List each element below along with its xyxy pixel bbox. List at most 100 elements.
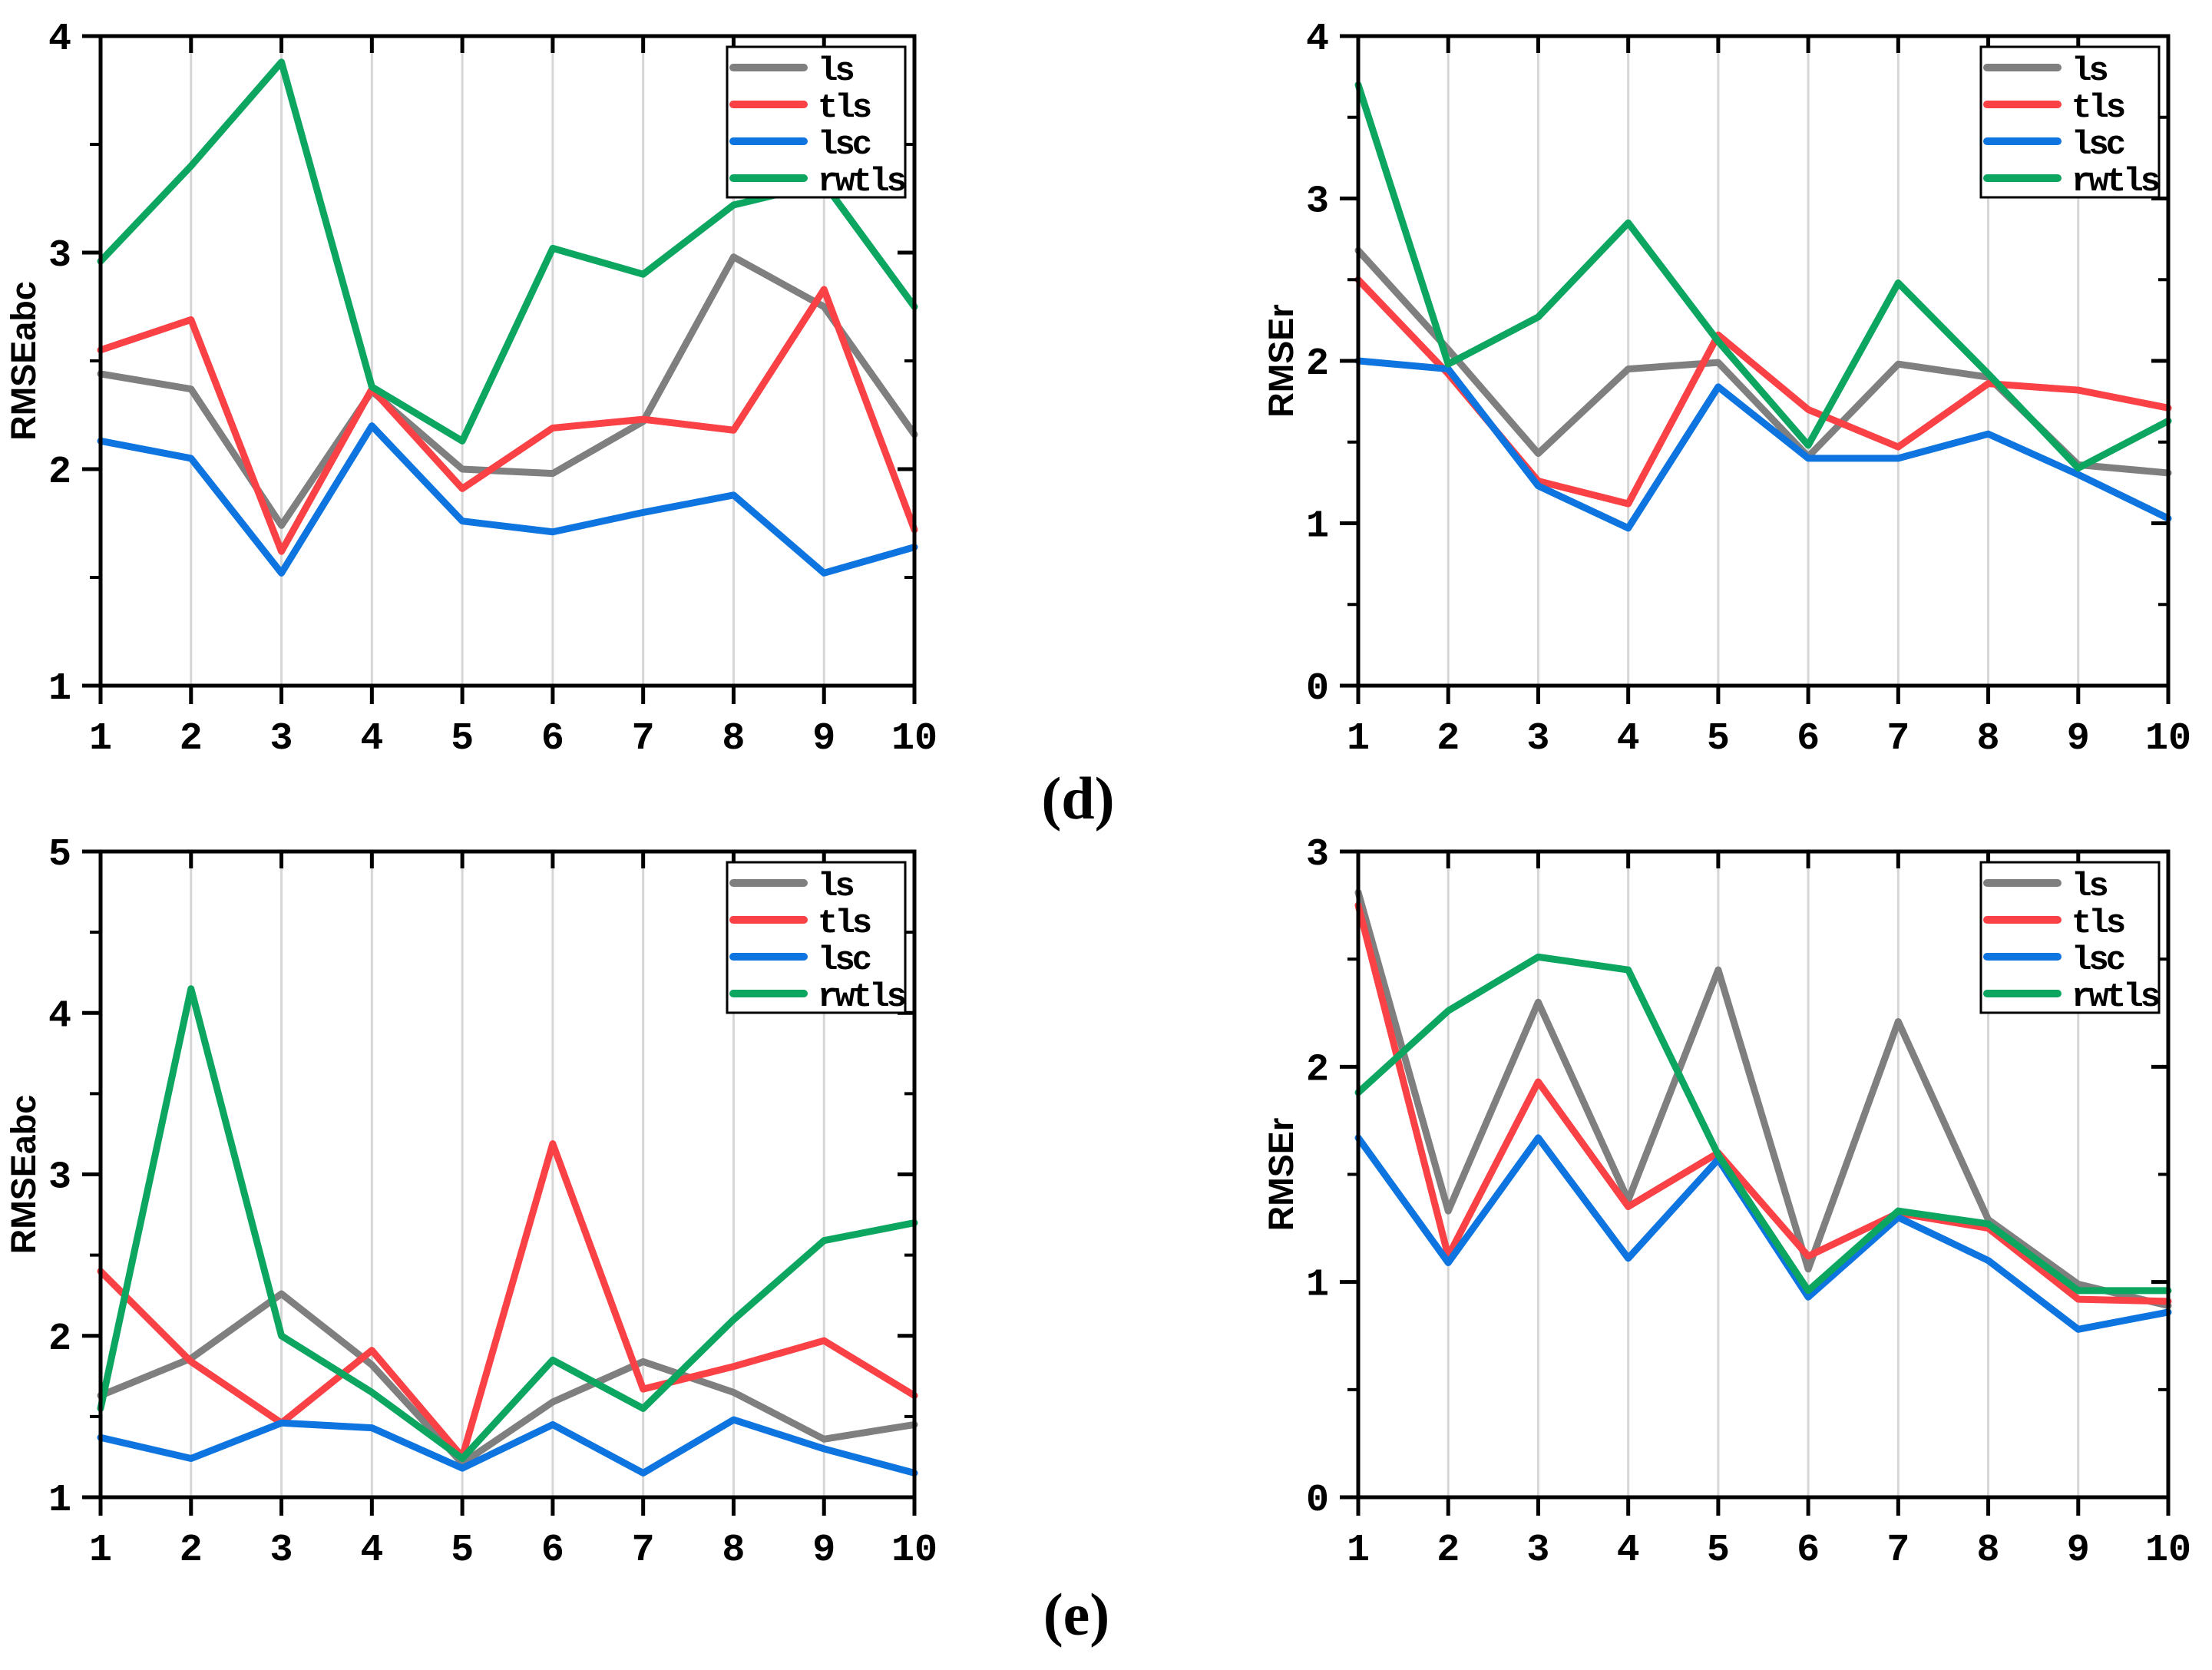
x-tick-label: 4 — [1617, 1529, 1640, 1572]
y-tick-label: 0 — [1306, 667, 1329, 711]
legend-label-ls: ls — [2071, 52, 2107, 91]
legend-box — [1979, 861, 2161, 1014]
x-tick-label: 8 — [1977, 1529, 2000, 1572]
series-line-lsc — [97, 1416, 918, 1477]
x-tick-label: 2 — [180, 1529, 203, 1572]
x-tick-label: 2 — [180, 717, 203, 761]
x-tick-label: 5 — [451, 717, 474, 761]
legend-item-tls: tls — [1983, 904, 2128, 943]
y-axis-title-e-left: RMSEabc — [4, 1095, 43, 1255]
legend-item-rwtls: rwtls — [729, 163, 908, 201]
x-tick-label: 2 — [1437, 1529, 1460, 1572]
x-tick-label: 10 — [2145, 717, 2191, 761]
x-tick-label: 4 — [360, 717, 383, 761]
series-line-rwtls — [97, 985, 918, 1463]
y-tick-label: 5 — [48, 833, 71, 877]
legend-item-lsc: lsc — [1983, 126, 2128, 164]
y-tick-label: 2 — [48, 1318, 71, 1361]
series-line-ls — [97, 1290, 918, 1467]
x-tick-label: 4 — [360, 1529, 383, 1572]
legend-label-tls: tls — [2071, 904, 2124, 943]
legend-label-ls: ls — [818, 52, 853, 91]
legend-box — [1979, 45, 2161, 199]
legend-label-rwtls: rwtls — [818, 163, 905, 201]
x-tick-label: 8 — [722, 717, 745, 761]
legend-label-ls: ls — [2071, 868, 2107, 906]
legend-item-lsc: lsc — [729, 941, 874, 980]
legend-label-lsc: lsc — [818, 941, 871, 980]
x-tick-label: 3 — [270, 1529, 293, 1572]
legend-label-rwtls: rwtls — [2071, 978, 2159, 1017]
series-line-tls — [1354, 901, 2172, 1305]
series-line-ls — [1354, 888, 2172, 1310]
legend-label-tls: tls — [2071, 89, 2124, 127]
y-tick-label: 0 — [1306, 1479, 1329, 1523]
x-tick-label: 5 — [1707, 717, 1730, 761]
series-line-tls — [97, 1140, 918, 1460]
y-tick-label: 4 — [48, 18, 71, 61]
x-tick-label: 5 — [1707, 1529, 1730, 1572]
y-tick-label: 1 — [48, 667, 71, 711]
series-line-ls — [97, 253, 918, 529]
legend-item-ls: ls — [1983, 52, 2110, 91]
x-tick-label: 6 — [541, 717, 564, 761]
x-tick-label: 1 — [89, 1529, 112, 1572]
legend-item-tls: tls — [729, 904, 874, 943]
x-tick-label: 10 — [2145, 1529, 2191, 1572]
legend-item-rwtls: rwtls — [729, 978, 908, 1017]
legend-item-ls: ls — [729, 868, 856, 906]
y-tick-label: 1 — [1306, 1264, 1329, 1308]
series-line-tls — [97, 286, 918, 555]
legend-label-rwtls: rwtls — [2071, 163, 2159, 201]
series-line-lsc — [1354, 357, 2172, 532]
panel-label-d: (d) — [1041, 765, 1115, 832]
y-tick-label: 1 — [1306, 505, 1329, 549]
x-tick-label: 6 — [541, 1529, 564, 1572]
x-tick-label: 7 — [1886, 1529, 1909, 1572]
x-tick-label: 1 — [1347, 1529, 1370, 1572]
y-axis-title-d-left: RMSEabc — [4, 281, 43, 441]
x-tick-label: 10 — [891, 717, 937, 761]
x-tick-label: 1 — [89, 717, 112, 761]
x-tick-label: 8 — [722, 1529, 745, 1572]
legend-item-ls: ls — [729, 52, 856, 91]
legend-item-tls: tls — [729, 89, 874, 127]
x-tick-label: 7 — [1886, 717, 1909, 761]
x-tick-label: 8 — [1977, 717, 2000, 761]
legend-item-lsc: lsc — [729, 126, 874, 164]
x-tick-label: 3 — [1526, 717, 1549, 761]
legend-item-lsc: lsc — [1983, 941, 2128, 980]
x-tick-label: 2 — [1437, 717, 1460, 761]
legend-item-rwtls: rwtls — [1983, 978, 2162, 1017]
y-tick-label: 3 — [48, 234, 71, 278]
series-line-rwtls — [1354, 81, 2172, 472]
legend-box — [726, 45, 907, 199]
y-tick-label: 3 — [48, 1156, 71, 1200]
y-tick-label: 4 — [48, 994, 71, 1038]
x-tick-label: 1 — [1347, 717, 1370, 761]
y-tick-label: 2 — [1306, 1048, 1329, 1092]
series-line-lsc — [1354, 1134, 2172, 1333]
y-tick-label: 3 — [1306, 833, 1329, 877]
y-tick-label: 2 — [1306, 342, 1329, 386]
x-tick-label: 5 — [451, 1529, 474, 1572]
panel-label-e: (e) — [1043, 1581, 1110, 1648]
legend-label-rwtls: rwtls — [818, 978, 905, 1017]
x-tick-label: 7 — [632, 1529, 655, 1572]
x-tick-label: 10 — [891, 1529, 937, 1572]
x-tick-label: 9 — [812, 717, 835, 761]
x-tick-label: 6 — [1797, 717, 1820, 761]
x-tick-label: 9 — [2067, 1529, 2090, 1572]
series-line-lsc — [97, 422, 918, 577]
y-axis-title-e-right: RMSEr — [1261, 1118, 1301, 1232]
legend-box — [726, 861, 907, 1014]
x-tick-label: 6 — [1797, 1529, 1820, 1572]
